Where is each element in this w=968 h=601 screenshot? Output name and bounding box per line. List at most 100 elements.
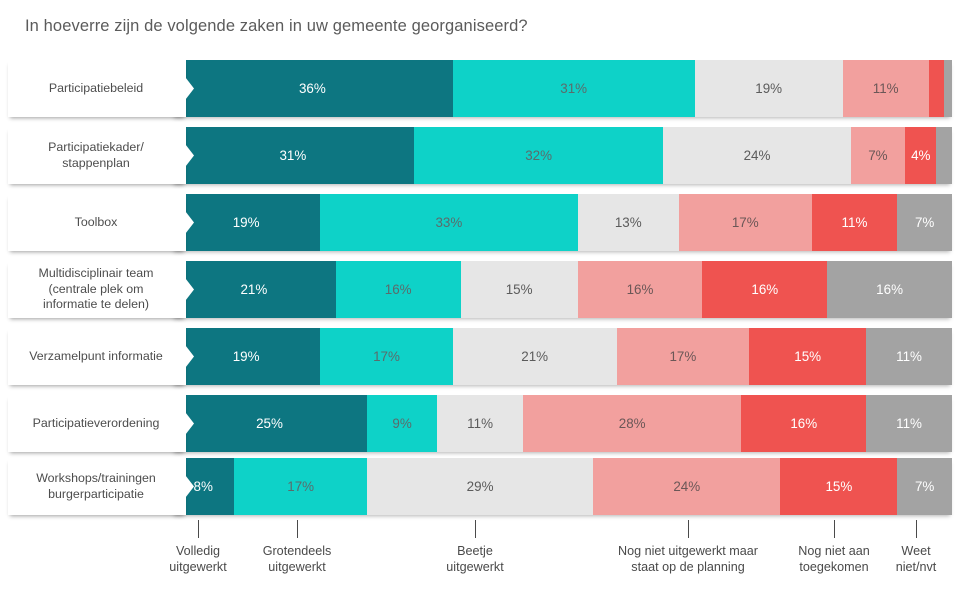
- axis-tick: [834, 520, 835, 538]
- row-label-panel: Toolbox: [8, 194, 186, 251]
- chart-row: Participatiekader/ stappenplan 31% 32% 24% 7…: [0, 127, 968, 184]
- bar-segment: 16%: [335, 261, 461, 318]
- bar-segment-label: 7%: [914, 479, 935, 494]
- bar-segment: 15%: [460, 261, 578, 318]
- axis-tick: [688, 520, 689, 538]
- bar-segment-label: 31%: [560, 81, 588, 96]
- bar-segment-label: 15%: [505, 282, 533, 297]
- axis-legend: Volledig uitgewerkt Grotendeels uitgewerk…: [0, 520, 968, 601]
- bar-segment-label: 19%: [232, 349, 260, 364]
- bar-segment: 16%: [827, 261, 952, 318]
- bar-segment: 9%: [367, 395, 438, 452]
- bar-segment-label: 11%: [841, 215, 868, 230]
- bar-segment-label: 11%: [896, 349, 922, 364]
- stacked-bar: 19% 17% 21% 17% 15% 11%: [172, 328, 952, 385]
- bar-segment: 19%: [172, 328, 321, 385]
- bar-segment: 17%: [678, 194, 812, 251]
- bar-segment-label: 7%: [868, 148, 888, 163]
- row-label-panel: Workshops/trainingen burgerparticipatie: [8, 458, 186, 515]
- bar-segment-label: 32%: [525, 148, 552, 163]
- chart-title: In hoeverre zijn de volgende zaken in uw…: [25, 17, 528, 35]
- bar-segment: 11%: [437, 395, 523, 452]
- bar-segment: 19%: [694, 60, 843, 117]
- chart-row: Multidisciplinair team (centrale plek om…: [0, 261, 968, 318]
- row-label: Verzamelpunt informatie: [29, 348, 163, 363]
- bar-segment: 13%: [577, 194, 679, 251]
- bar-segment-label: 11%: [896, 416, 922, 431]
- bar-segment-label: 13%: [614, 215, 642, 230]
- bar-segment-label: 19%: [755, 81, 783, 96]
- bar-segment: [928, 60, 945, 117]
- bar-segment-label: 33%: [435, 215, 463, 230]
- axis-tick: [916, 520, 917, 538]
- bar-segment-label: 21%: [521, 349, 549, 364]
- axis-tick-label: Nog niet aan toegekomen: [798, 544, 870, 575]
- bar-segment: 17%: [320, 328, 453, 385]
- bar-segment-label: 4%: [911, 148, 931, 163]
- bar-segment-label: 19%: [232, 215, 260, 230]
- bar-segment-label: 28%: [618, 416, 646, 431]
- plot-area: Participatiebeleid 36% 31% 19% 11% Participat…: [0, 55, 968, 520]
- stacked-bar: 36% 31% 19% 11%: [172, 60, 952, 117]
- bar-segment: 25%: [172, 395, 367, 452]
- bar-segment: 7%: [897, 194, 952, 251]
- bar-segment: [936, 127, 952, 184]
- row-label-panel: Participatieverordening: [8, 395, 186, 452]
- row-label-panel: Participatiebeleid: [8, 60, 186, 117]
- chart-row: Participatieverordening 25% 9% 11% 28% 16% 11%: [0, 395, 968, 452]
- bar-segment-label: 15%: [794, 349, 822, 364]
- bar-segment-label: 24%: [743, 148, 771, 163]
- bar-segment-label: 16%: [626, 282, 654, 297]
- bar-segment-label: 17%: [669, 349, 697, 364]
- bar-segment: 16%: [577, 261, 703, 318]
- chart-row: Toolbox 19% 33% 13% 17% 11% 7%: [0, 194, 968, 251]
- bar-segment: 17%: [234, 458, 367, 515]
- bar-segment-label: 24%: [673, 479, 701, 494]
- bar-segment-label: 11%: [467, 416, 493, 431]
- bar-segment-label: 36%: [298, 81, 326, 96]
- chart-row: Verzamelpunt informatie 19% 17% 21% 17% 15% 11…: [0, 328, 968, 385]
- chart-row: Participatiebeleid 36% 31% 19% 11%: [0, 60, 968, 117]
- bar-segment-label: 17%: [287, 479, 315, 494]
- bar-segment: 7%: [897, 458, 952, 515]
- row-label-panel: Participatiekader/ stappenplan: [8, 127, 186, 184]
- row-label: Toolbox: [74, 214, 118, 229]
- chart-row: Workshops/trainingen burgerparticipatie 8…: [0, 458, 968, 515]
- bar-segment: 11%: [866, 395, 952, 452]
- bar-segment-label: 15%: [825, 479, 853, 494]
- bar-segment-label: 17%: [373, 349, 400, 364]
- bar-segment-label: 9%: [392, 416, 412, 431]
- bar-segment: 16%: [741, 395, 867, 452]
- axis-tick-label: Weet niet/nvt: [895, 544, 937, 575]
- stacked-bar: 25% 9% 11% 28% 16% 11%: [172, 395, 952, 452]
- axis-tick-label: Volledig uitgewerkt: [169, 544, 227, 575]
- bar-segment: 11%: [811, 194, 898, 251]
- bar-segment: 16%: [702, 261, 828, 318]
- bar-segment: 36%: [172, 60, 453, 117]
- stacked-bar: 8% 17% 29% 24% 15% 7%: [172, 458, 952, 515]
- bar-segment-label: 7%: [914, 215, 935, 230]
- bar-segment-label: 21%: [240, 282, 268, 297]
- bar-segment: 31%: [172, 127, 414, 184]
- row-label-panel: Multidisciplinair team (centrale plek om…: [8, 261, 186, 318]
- bar-segment: 17%: [616, 328, 750, 385]
- row-label: Participatieverordening: [32, 415, 160, 430]
- row-label-panel: Verzamelpunt informatie: [8, 328, 186, 385]
- bar-segment: 21%: [172, 261, 336, 318]
- bar-segment-label: 16%: [876, 282, 903, 297]
- bar-segment: 7%: [850, 127, 906, 184]
- bar-segment: 15%: [749, 328, 867, 385]
- bar-segment-label: 29%: [466, 479, 494, 494]
- bar-segment: 32%: [413, 127, 664, 184]
- bar-segment-label: 8%: [193, 479, 213, 494]
- bar-segment-label: 31%: [279, 148, 307, 163]
- bar-segment: 21%: [452, 328, 617, 385]
- bar-segment-label: 16%: [790, 416, 818, 431]
- bar-segment-label: 17%: [731, 215, 759, 230]
- row-label: Multidisciplinair team (centrale plek om…: [38, 265, 154, 312]
- bar-segment: 29%: [366, 458, 594, 515]
- stacked-bar: 21% 16% 15% 16% 16% 16%: [172, 261, 952, 318]
- bar-segment: 4%: [905, 127, 937, 184]
- bar-segment: 33%: [320, 194, 578, 251]
